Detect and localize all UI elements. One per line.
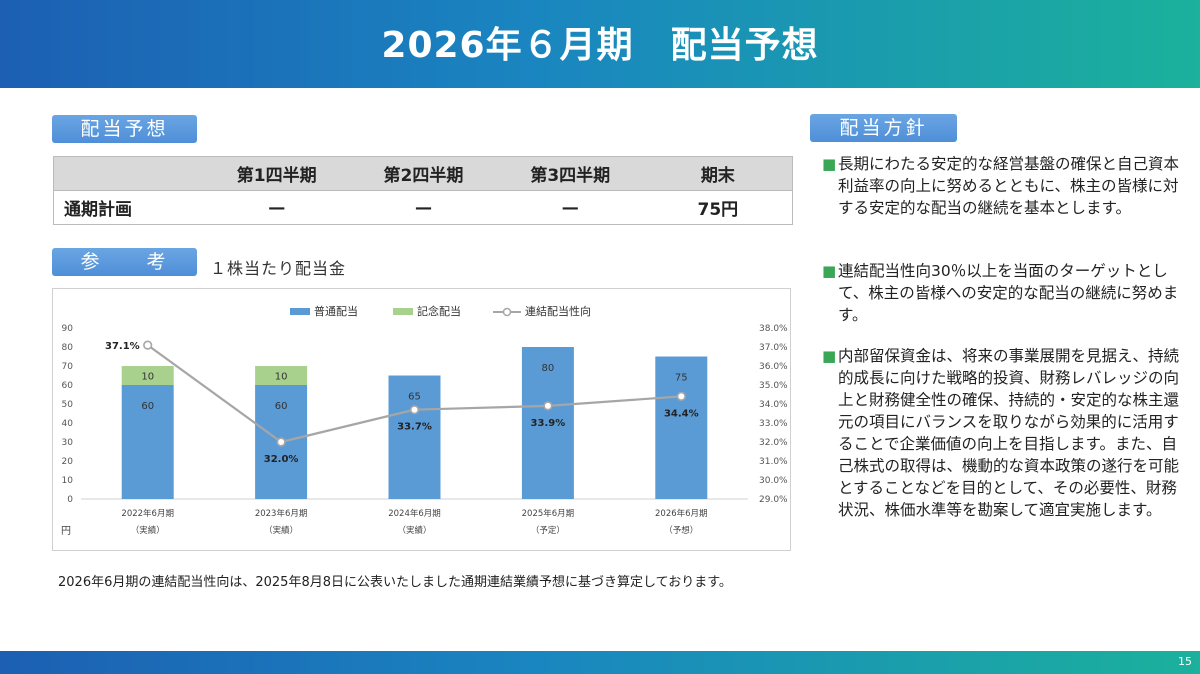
page-number: 15	[1178, 655, 1192, 668]
bar-value-label: 75	[675, 373, 688, 384]
y2-tick-label: 38.0%	[759, 324, 788, 334]
payout-point	[276, 437, 286, 447]
y-tick-label: 30	[62, 438, 74, 448]
table-cell: —	[350, 190, 497, 225]
forecast-table-header: 第1四半期 第2四半期 第3四半期 期末	[53, 156, 793, 191]
bullet-icon: ■	[822, 262, 837, 280]
payout-point	[143, 340, 153, 350]
y2-tick-label: 33.0%	[759, 419, 788, 429]
x-tick-label: 2022年6月期	[121, 508, 174, 519]
x-tick-sublabel: （予想）	[664, 525, 698, 536]
policy-item-text: 内部留保資金は、将来の事業展開を見据え、持続的成長に向けた戦略的投資、財務レバレ…	[838, 347, 1180, 519]
y-tick-label: 40	[62, 419, 74, 429]
y-unit-label: 円	[61, 526, 71, 537]
y2-tick-label: 37.0%	[759, 343, 788, 353]
x-tick-label: 2026年6月期	[655, 508, 708, 519]
bar-value-label: 10	[275, 372, 288, 383]
y2-tick-label: 34.0%	[759, 400, 788, 410]
bar-commemorative	[121, 366, 174, 385]
y2-tick-label: 35.0%	[759, 381, 788, 391]
table-header-cell: 第1四半期	[203, 156, 351, 191]
chart-caption: １株当たり配当金	[210, 259, 347, 278]
bar-value-label: 60	[141, 401, 154, 412]
table-header-cell: 期末	[643, 156, 793, 191]
y-tick-label: 90	[62, 324, 74, 334]
y-tick-label: 80	[62, 343, 74, 353]
policy-item: ■ 長期にわたる安定的な経営基盤の確保と自己資本利益率の向上に努めるとともに、株…	[822, 153, 1182, 219]
y2-tick-label: 36.0%	[759, 362, 788, 372]
footer-bar: 15	[0, 651, 1200, 674]
bar-value-label: 10	[141, 372, 154, 383]
x-tick-sublabel: （予定）	[531, 525, 565, 536]
y2-tick-label: 31.0%	[759, 457, 788, 467]
payout-label: 32.0%	[264, 454, 299, 465]
bar-regular	[521, 347, 574, 499]
table-cell: 75円	[643, 190, 793, 225]
payout-point	[543, 401, 553, 411]
table-cell: —	[203, 190, 351, 225]
bar-value-label: 65	[408, 392, 421, 403]
bar-value-label: 80	[542, 363, 555, 374]
payout-point	[409, 405, 420, 415]
forecast-section-label: 配当予想	[52, 115, 197, 143]
y-tick-label: 50	[62, 400, 74, 410]
table-cell: —	[496, 190, 644, 225]
bar-commemorative	[255, 366, 308, 385]
y2-tick-label: 32.0%	[759, 438, 788, 448]
payout-label: 34.4%	[664, 408, 699, 419]
header-bar: 2026年６月期 配当予想	[0, 0, 1200, 88]
policy-section-label: 配当方針	[810, 114, 957, 142]
x-tick-label: 2024年6月期	[388, 508, 441, 519]
bullet-icon: ■	[822, 347, 837, 365]
y-tick-label: 70	[62, 362, 74, 372]
y-tick-label: 20	[62, 457, 74, 467]
bar-regular	[388, 375, 441, 499]
x-tick-sublabel: （実績）	[264, 525, 298, 536]
y-tick-label: 10	[62, 476, 74, 486]
x-tick-sublabel: （実績）	[397, 525, 431, 536]
legend-swatch-regular	[290, 308, 310, 315]
reference-section-label: 参 考	[52, 248, 197, 276]
payout-label: 33.7%	[397, 422, 432, 433]
policy-item-text: 連結配当性向30％以上を当面のターゲットとして、株主の皆様への安定的な配当の継続…	[838, 262, 1179, 324]
legend-marker-payout	[502, 307, 512, 317]
bar-regular	[655, 356, 708, 499]
table-header-cell: 第3四半期	[496, 156, 644, 191]
legend-label: 記念配当	[417, 304, 461, 318]
dividend-chart: 0 10 20 30 40 50 60 70 80 90 29.0% 30.0% 31.0% 32.0% 3…	[52, 288, 791, 551]
x-tick-label: 2025年6月期	[522, 508, 575, 519]
table-header-cell	[53, 156, 204, 191]
bar-value-label: 60	[275, 401, 288, 412]
table-header-cell: 第2四半期	[350, 156, 497, 191]
bullet-icon: ■	[822, 155, 837, 173]
forecast-table: 第1四半期 第2四半期 第3四半期 期末 通期計画 — — — 75円	[53, 156, 793, 225]
y-tick-label: 60	[62, 381, 74, 391]
x-tick-label: 2023年6月期	[255, 508, 308, 519]
y2-tick-label: 30.0%	[759, 476, 788, 486]
y2-tick-label: 29.0%	[759, 495, 788, 505]
table-cell: 通期計画	[53, 190, 204, 225]
y-tick-label: 0	[67, 495, 73, 505]
policy-item-text: 長期にわたる安定的な経営基盤の確保と自己資本利益率の向上に努めるとともに、株主の…	[838, 155, 1180, 217]
payout-label: 37.1%	[105, 341, 140, 352]
legend-label: 連結配当性向	[525, 304, 591, 318]
policy-item: ■ 内部留保資金は、将来の事業展開を見据え、持続的成長に向けた戦略的投資、財務レ…	[822, 345, 1182, 521]
x-tick-sublabel: （実績）	[131, 525, 165, 536]
page-title: 2026年６月期 配当予想	[381, 25, 819, 66]
footnote: 2026年6月期の連結配当性向は、2025年8月8日に公表いたしました通期連結業…	[58, 575, 732, 590]
payout-label: 33.9%	[531, 418, 566, 429]
payout-point	[676, 391, 686, 401]
policy-item: ■ 連結配当性向30％以上を当面のターゲットとして、株主の皆様への安定的な配当の…	[822, 260, 1182, 326]
legend-swatch-commemorative	[393, 308, 413, 315]
chart-svg: 0 10 20 30 40 50 60 70 80 90 29.0% 30.0% 31.0% 32.0% 3…	[61, 304, 788, 537]
bar-regular	[121, 385, 174, 499]
table-row: 通期計画 — — — 75円	[53, 190, 793, 225]
legend-label: 普通配当	[314, 304, 358, 318]
